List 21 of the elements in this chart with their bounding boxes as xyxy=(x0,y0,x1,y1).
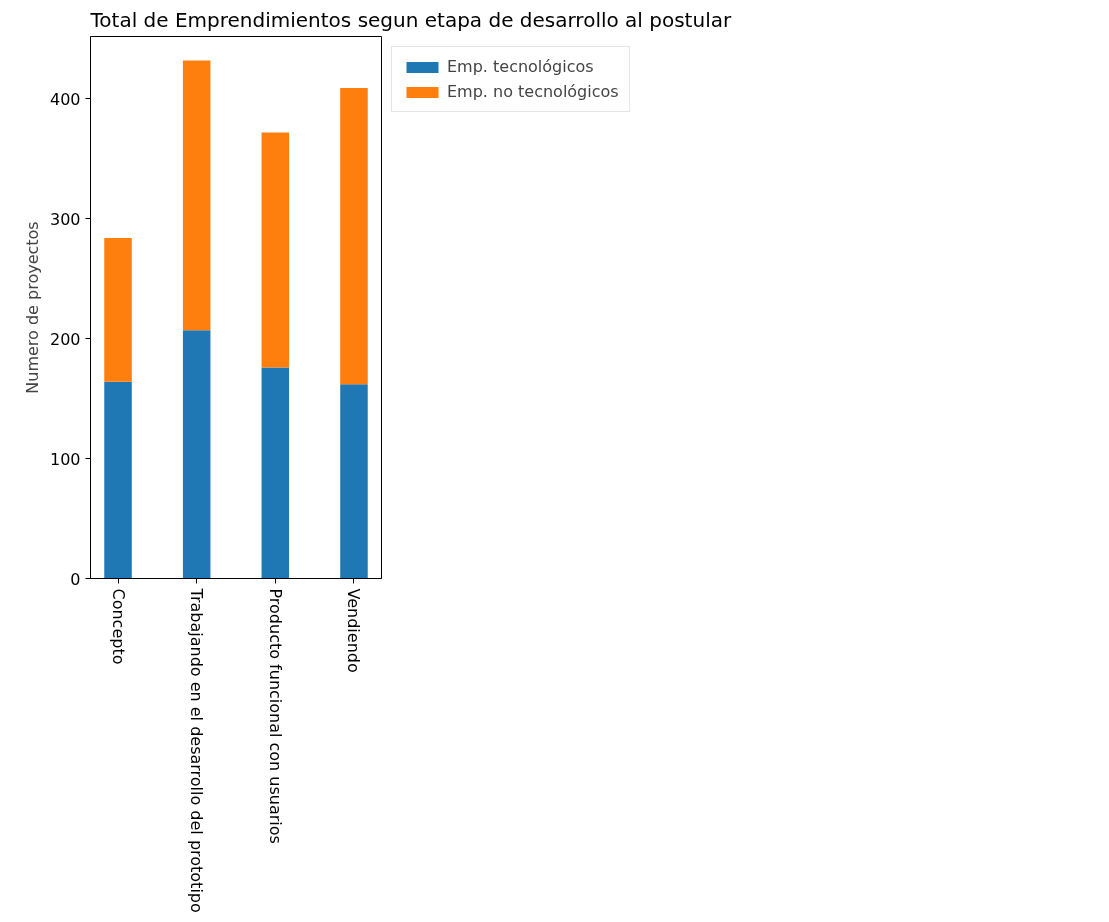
y-tick-label: 0 xyxy=(70,569,81,589)
bar xyxy=(104,381,132,579)
bar xyxy=(261,132,290,368)
bar xyxy=(182,60,211,331)
bar xyxy=(340,88,368,385)
x-tick-label: Trabajando en el desarrollo del prototipo xyxy=(187,587,207,913)
bar xyxy=(340,384,368,579)
chart-title: Total de Emprendimientos segun etapa de desarrollo al postular xyxy=(89,7,732,32)
x-tick-label: Concepto xyxy=(108,588,128,665)
y-tick-label: 200 xyxy=(49,329,81,349)
x-tick-label: Vendiendo xyxy=(344,588,364,673)
x-tick-label: Producto funcional con usuarios xyxy=(265,588,285,844)
legend-label: Emp. tecnológicos xyxy=(447,57,594,76)
bar xyxy=(104,237,132,382)
y-tick-label: 100 xyxy=(49,449,81,469)
bar xyxy=(182,330,211,579)
y-axis-title: Numero de proyectos xyxy=(22,221,42,394)
legend-label: Emp. no tecnológicos xyxy=(447,82,619,101)
y-tick-label: 300 xyxy=(49,209,81,229)
bar xyxy=(261,367,290,579)
y-tick-label: 400 xyxy=(49,89,81,109)
